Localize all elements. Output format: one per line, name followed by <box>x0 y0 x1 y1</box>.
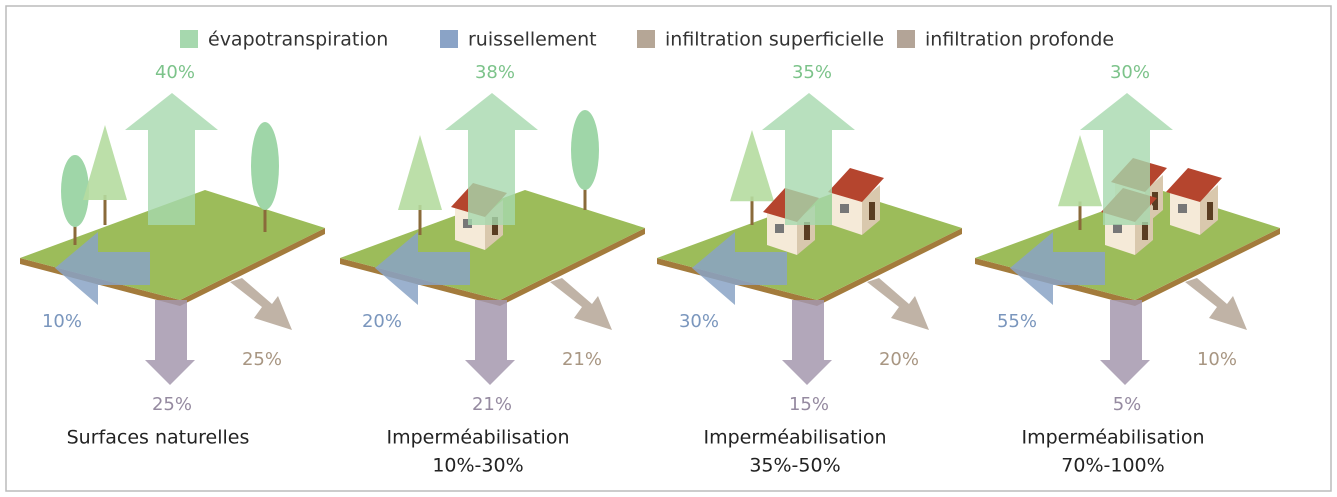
legend-label: infiltration superficielle <box>665 29 884 51</box>
infiltration-profonde-value: 5% <box>1113 394 1142 415</box>
house-door <box>1152 192 1158 210</box>
house-door <box>492 217 498 235</box>
arrow-ruissellement <box>1010 232 1105 305</box>
house-roof <box>1166 168 1222 202</box>
tree <box>83 125 127 200</box>
arrow-infiltration-superficielle <box>230 278 292 330</box>
infiltration-profonde-value: 25% <box>152 394 192 415</box>
house-window <box>1178 204 1187 213</box>
ruissellement-value: 10% <box>42 311 82 332</box>
legend-label: infiltration profonde <box>925 29 1114 51</box>
house-window <box>775 224 784 233</box>
panel: 38% 20% 21% 21% Imperméabilisation 10%-30% <box>340 62 645 477</box>
arrow-infiltration-profonde <box>1100 300 1150 385</box>
evapotranspiration-value: 35% <box>792 62 832 83</box>
infiltration-superficielle-value: 20% <box>879 349 919 370</box>
panel-title: Imperméabilisation <box>1021 427 1204 449</box>
arrow-infiltration-profonde <box>782 300 832 385</box>
ruissellement-value: 30% <box>679 311 719 332</box>
arrow-evapotranspiration <box>1080 93 1173 225</box>
panel: 40% 10% 25% 25% Surfaces naturelles <box>20 62 325 449</box>
arrow-infiltration-profonde <box>145 300 195 385</box>
arrow-evapotranspiration <box>125 93 218 225</box>
arrow-infiltration-profonde <box>465 300 515 385</box>
tree <box>1058 135 1102 207</box>
panel: 30% 55% 5% 10% Imperméabilisation 70%-100% <box>975 62 1280 477</box>
house-roof <box>828 168 884 202</box>
legend-swatch <box>897 30 915 48</box>
infiltration-profonde-value: 15% <box>789 394 829 415</box>
evapotranspiration-value: 38% <box>475 62 515 83</box>
panel-title: 70%-100% <box>1061 455 1164 477</box>
arrow-infiltration-superficielle <box>1185 278 1247 330</box>
tree <box>61 155 89 227</box>
house-window <box>463 219 472 228</box>
infiltration-superficielle-value: 10% <box>1197 349 1237 370</box>
evapotranspiration-value: 30% <box>1110 62 1150 83</box>
legend-label: ruissellement <box>468 29 597 51</box>
panel-title: 35%-50% <box>749 455 840 477</box>
arrow-ruissellement <box>55 232 150 305</box>
infiltration-profonde-value: 21% <box>472 394 512 415</box>
ruissellement-value: 55% <box>997 311 1037 332</box>
legend-swatch <box>180 30 198 48</box>
house-door <box>1142 222 1148 240</box>
panel-title: 10%-30% <box>432 455 523 477</box>
tree <box>251 122 279 210</box>
house-door <box>869 202 875 220</box>
house-door <box>1207 202 1213 220</box>
legend-swatch <box>440 30 458 48</box>
arrow-evapotranspiration <box>762 93 855 225</box>
evapotranspiration-value: 40% <box>155 62 195 83</box>
legend-label: évapotranspiration <box>208 29 388 51</box>
arrow-ruissellement <box>692 232 787 305</box>
legend-swatch <box>637 30 655 48</box>
house-window <box>1113 224 1122 233</box>
panel-title: Imperméabilisation <box>703 427 886 449</box>
infiltration-superficielle-value: 21% <box>562 349 602 370</box>
panel-title: Surfaces naturelles <box>67 427 250 449</box>
arrow-infiltration-superficielle <box>550 278 612 330</box>
infiltration-superficielle-value: 25% <box>242 349 282 370</box>
panel-title: Imperméabilisation <box>386 427 569 449</box>
arrow-evapotranspiration <box>445 93 538 225</box>
arrow-infiltration-superficielle <box>867 278 929 330</box>
tree <box>730 130 774 202</box>
house-door <box>804 222 810 240</box>
panel: 35% 30% 15% 20% Imperméabilisation 35%-50% <box>657 62 962 477</box>
tree <box>398 135 442 210</box>
tree <box>571 110 599 190</box>
ruissellement-value: 20% <box>362 311 402 332</box>
arrow-ruissellement <box>375 232 470 305</box>
house-window <box>840 204 849 213</box>
